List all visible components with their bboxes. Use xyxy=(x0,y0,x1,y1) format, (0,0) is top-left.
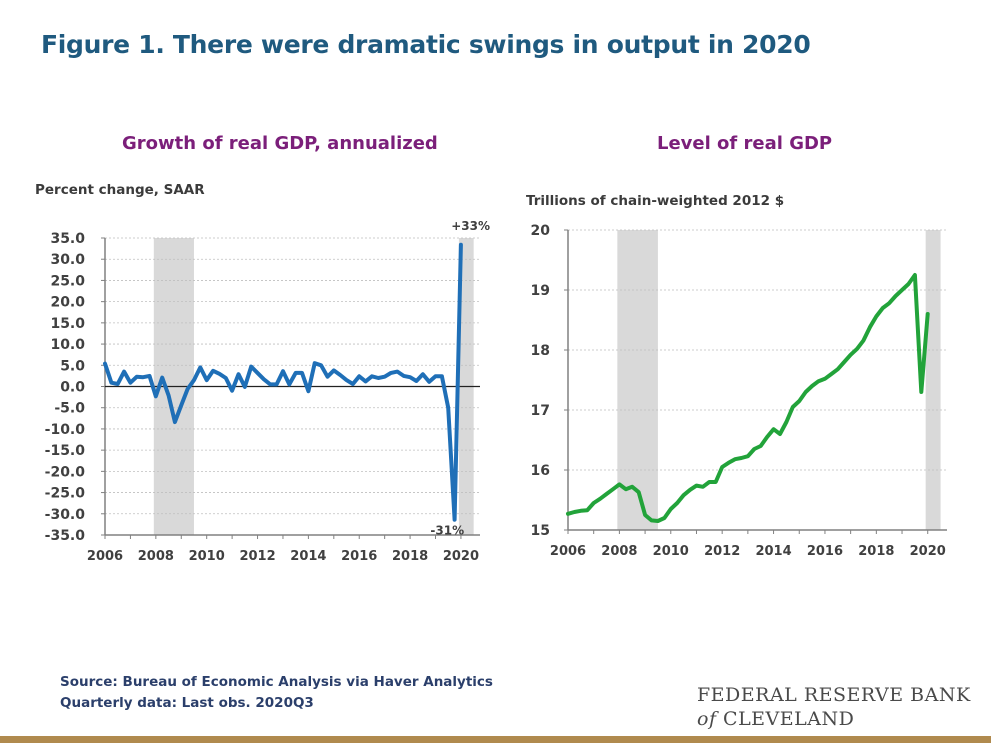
y-tick-label: -30.0 xyxy=(45,507,86,523)
logo-of: of xyxy=(697,708,717,730)
y-tick-label: 25.0 xyxy=(50,273,85,289)
y-tick-label: 10.0 xyxy=(50,337,85,353)
series-line-0 xyxy=(566,273,930,523)
x-tick-label: 2010 xyxy=(189,549,225,564)
x-tick-label: 2010 xyxy=(653,544,689,559)
source-note: Source: Bureau of Economic Analysis via … xyxy=(60,672,493,714)
y-tick-label: 19 xyxy=(531,283,550,299)
y-tick-label: 15 xyxy=(531,523,550,539)
x-tick-label: 2014 xyxy=(755,544,791,559)
fed-cleveland-logo: FEDERAL RESERVE BANK of CLEVELAND xyxy=(697,683,971,731)
x-tick-label: 2018 xyxy=(392,549,428,564)
x-tick-label: 2012 xyxy=(704,544,740,559)
level-chart-title: Level of real GDP xyxy=(657,133,833,154)
x-tick-label: 2016 xyxy=(341,549,377,564)
x-tick-label: 2006 xyxy=(87,549,123,564)
x-tick-label: 2020 xyxy=(910,544,946,559)
y-tick-label: 20.0 xyxy=(50,295,85,311)
x-tick-label: 2020 xyxy=(443,549,479,564)
y-tick-label: -20.0 xyxy=(45,464,86,480)
source-line: Source: Bureau of Economic Analysis via … xyxy=(60,674,493,690)
y-tick-label: -35.0 xyxy=(45,528,86,544)
y-tick-label: 20 xyxy=(531,223,551,239)
x-tick-label: 2012 xyxy=(239,549,275,564)
annotation-label-0: +33% xyxy=(451,219,490,233)
recession-shade-1 xyxy=(925,230,941,530)
logo-line-2: CLEVELAND xyxy=(723,708,855,730)
y-tick-label: 30.0 xyxy=(50,252,85,268)
y-tick-label: -5.0 xyxy=(54,401,85,417)
x-tick-label: 2016 xyxy=(807,544,843,559)
logo-line-1: FEDERAL RESERVE BANK xyxy=(697,684,971,706)
recession-shade-0 xyxy=(617,230,658,530)
y-tick-label: -25.0 xyxy=(45,486,86,502)
x-tick-label: 2006 xyxy=(550,544,586,559)
y-tick-label: 0.0 xyxy=(60,380,85,396)
x-tick-label: 2008 xyxy=(601,544,637,559)
y-tick-label: 17 xyxy=(531,403,550,419)
x-tick-label: 2014 xyxy=(290,549,326,564)
growth-y-unit: Percent change, SAAR xyxy=(35,182,205,198)
frequency-line: Quarterly data: Last obs. 2020Q3 xyxy=(60,695,314,711)
y-tick-label: 16 xyxy=(531,463,550,479)
y-tick-label: 35.0 xyxy=(50,231,85,247)
x-tick-label: 2018 xyxy=(858,544,894,559)
y-tick-label: 15.0 xyxy=(50,316,85,332)
y-tick-label: -10.0 xyxy=(45,422,86,438)
level-y-unit: Trillions of chain-weighted 2012 $ xyxy=(526,193,785,209)
annotation-label-1: -31% xyxy=(430,524,464,538)
figure-title: Figure 1. There were dramatic swings in … xyxy=(41,30,811,59)
series-line-0 xyxy=(103,242,463,522)
x-tick-label: 2008 xyxy=(138,549,174,564)
y-tick-label: 5.0 xyxy=(60,358,85,374)
y-tick-label: -15.0 xyxy=(45,443,86,459)
bottom-rule xyxy=(0,736,991,743)
y-tick-label: 18 xyxy=(531,343,550,359)
growth-chart-title: Growth of real GDP, annualized xyxy=(122,133,438,154)
